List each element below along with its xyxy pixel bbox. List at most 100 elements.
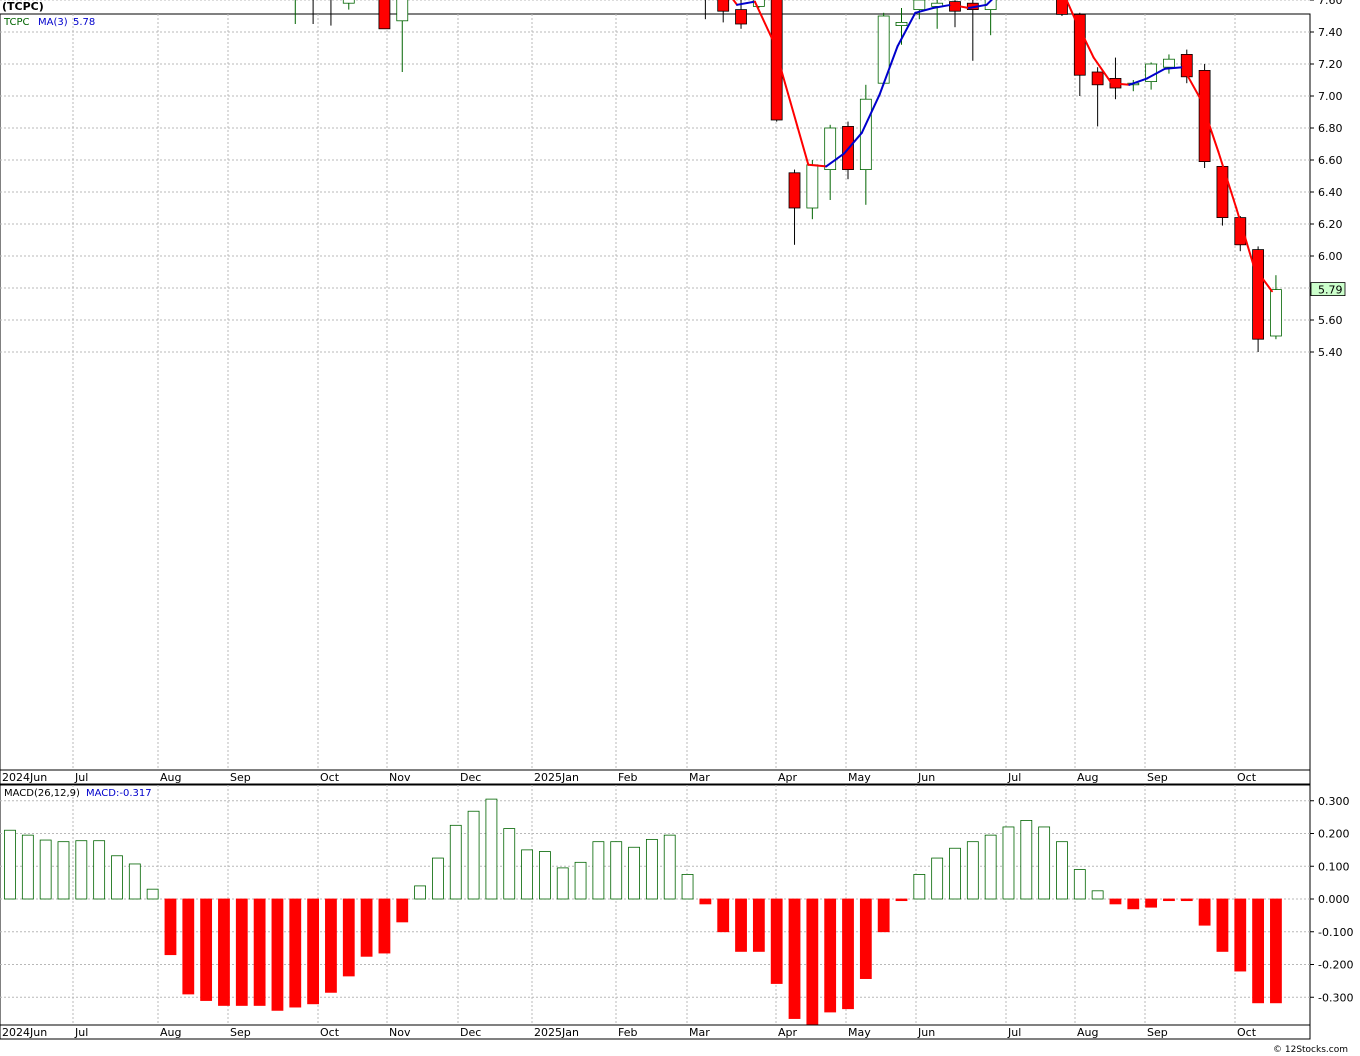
ma-segment — [771, 39, 792, 104]
macd-bar — [325, 898, 337, 993]
price-x-label: Nov — [389, 771, 411, 784]
ma-segment — [1199, 98, 1220, 153]
candle-body — [806, 164, 819, 209]
price-tick-label: 7.20 — [1318, 58, 1343, 71]
ma-segment — [967, 3, 988, 9]
macd-bar — [485, 798, 498, 900]
macd-x-label: Jul — [1007, 1026, 1021, 1039]
ma-segment — [1181, 66, 1202, 101]
macd-bar — [877, 898, 890, 933]
candle-body — [895, 21, 908, 26]
macd-bar — [842, 898, 854, 1010]
candle-body — [1091, 71, 1104, 86]
macd-bar — [271, 898, 284, 1011]
ma-segment — [736, 0, 756, 6]
macd-bar — [681, 874, 694, 900]
candle — [1198, 64, 1211, 168]
ma-segment — [860, 93, 881, 134]
price-x-label: 2024Jun — [2, 771, 47, 784]
candle-body — [770, 0, 783, 121]
macd-x-label: Sep — [230, 1026, 251, 1039]
price-tick-label: 7.40 — [1318, 26, 1343, 39]
macd-bar — [1180, 898, 1193, 902]
macd-bar — [752, 898, 765, 952]
macd-x-label: 2025Jan — [534, 1026, 579, 1039]
candle — [717, 0, 730, 23]
macd-bar — [200, 898, 213, 1001]
macd-bar — [645, 838, 658, 900]
macd-bar — [378, 898, 391, 954]
macd-bar — [1091, 890, 1104, 900]
macd-bar — [806, 898, 819, 1026]
ma-segment — [896, 11, 917, 48]
macd-bar — [182, 898, 195, 995]
macd-bar — [770, 898, 783, 984]
price-x-label: Sep — [230, 771, 251, 784]
macd-x-label: Sep — [1147, 1026, 1168, 1039]
price-x-label: Jul — [1007, 771, 1021, 784]
candle-body — [1163, 58, 1175, 68]
macd-bar — [128, 863, 141, 900]
candle — [396, 0, 409, 72]
macd-x-axis-labels: 2024Jun Jul Aug Sep Oct Nov Dec 2025Jan Feb Mar Ap… — [2, 1026, 1257, 1039]
macd-bar — [1056, 841, 1068, 900]
price-x-label: May — [848, 771, 871, 784]
price-x-label: Oct — [1237, 771, 1257, 784]
candle — [1091, 67, 1104, 127]
macd-x-label: Apr — [778, 1026, 798, 1039]
ma-segment — [843, 131, 863, 155]
price-tick-label: 5.60 — [1318, 314, 1343, 327]
macd-x-label: Aug — [160, 1026, 181, 1039]
macd-tick-label: 0.300 — [1318, 795, 1350, 808]
price-panel: 9.809.609.409.209.008.808.608.408.208.00… — [0, 0, 1346, 785]
macd-x-label: Jun — [917, 1026, 935, 1039]
candle-body — [396, 0, 409, 22]
macd-axis-ticks: 0.300 0.200 0.100 0.000 -0.100 -0.200 -0.300 — [1310, 795, 1353, 1004]
macd-bar — [1073, 869, 1086, 900]
last-price-label: 5.79 — [1318, 284, 1343, 297]
macd-bar — [164, 898, 177, 956]
macd-bar — [1109, 898, 1122, 905]
macd-bar — [93, 840, 106, 900]
macd-bar — [1145, 898, 1158, 908]
candle-body — [913, 0, 926, 10]
price-x-label: Oct — [320, 771, 340, 784]
price-x-label: Jul — [74, 771, 88, 784]
macd-bar — [592, 841, 605, 900]
macd-bar — [1216, 898, 1229, 952]
macd-x-label: Oct — [1237, 1026, 1257, 1039]
ma-segment — [825, 152, 846, 168]
candle — [330, 0, 332, 26]
candle-body — [1056, 0, 1068, 15]
candle-body — [1234, 217, 1247, 246]
macd-tick-label: -0.200 — [1318, 959, 1353, 972]
ma-segment — [1146, 67, 1166, 80]
macd-bar — [21, 834, 34, 900]
macd-bar — [235, 898, 248, 1006]
legend-symbol: TCPC — [3, 17, 30, 28]
macd-bar — [574, 861, 587, 900]
macd-bar — [146, 888, 159, 900]
macd-bar — [628, 846, 640, 900]
macd-x-label: Dec — [460, 1026, 481, 1039]
macd-bar — [57, 841, 70, 900]
macd-x-label: Oct — [320, 1026, 340, 1039]
macd-bar — [360, 898, 373, 957]
candle-body — [1180, 54, 1193, 78]
chart-symbol-title: (TCPC) — [2, 0, 44, 13]
price-tick-label: 6.20 — [1318, 218, 1343, 231]
candle — [788, 169, 801, 245]
candle — [1180, 49, 1193, 84]
price-tick-label: 6.00 — [1318, 250, 1343, 263]
macd-bar — [895, 898, 908, 902]
macd-bar — [1163, 898, 1175, 902]
macd-bar — [949, 847, 961, 900]
macd-x-label: Mar — [689, 1026, 710, 1039]
price-x-label: Aug — [1077, 771, 1098, 784]
price-x-label: Jun — [917, 771, 935, 784]
macd-bar — [699, 898, 712, 905]
macd-bar — [717, 898, 730, 933]
ma-segment — [914, 7, 935, 14]
macd-bar — [966, 841, 979, 900]
macd-x-label: Jul — [74, 1026, 88, 1039]
